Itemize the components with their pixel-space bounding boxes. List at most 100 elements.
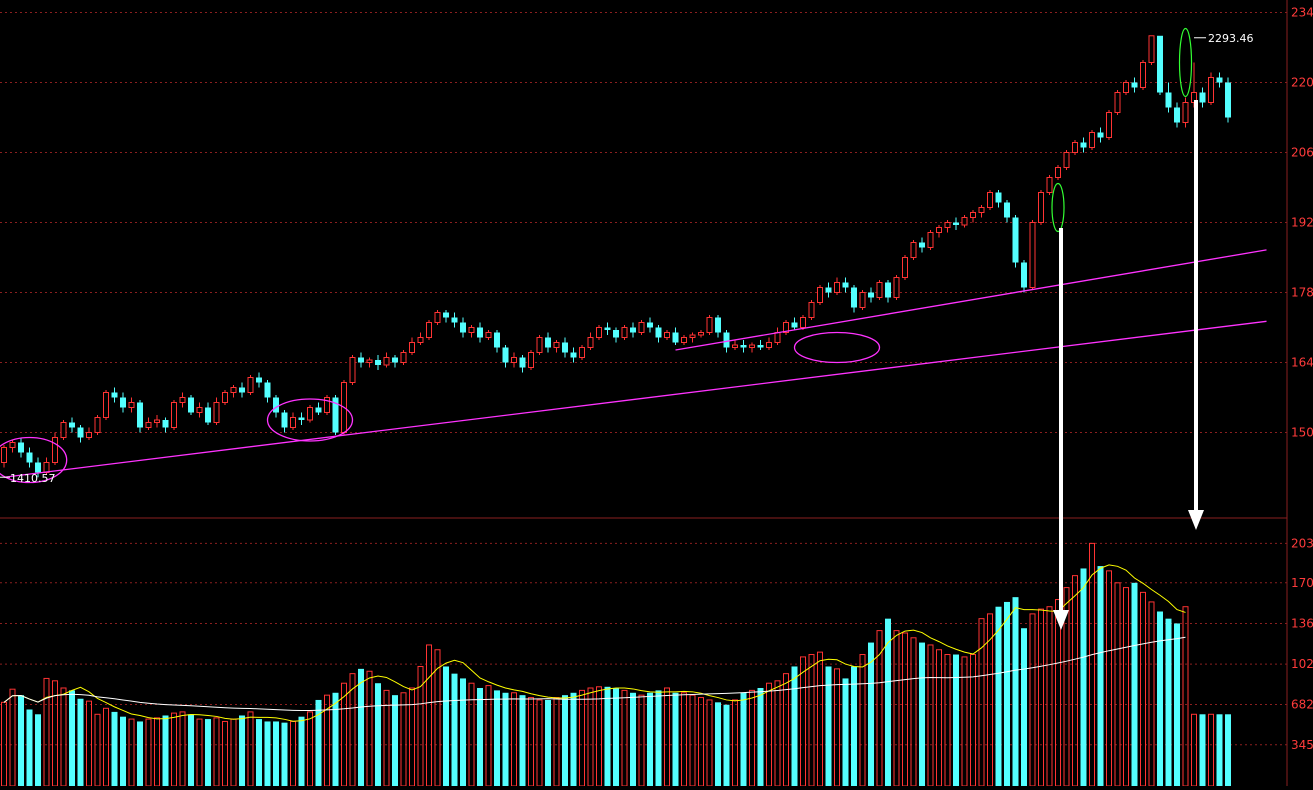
candle-body (842, 282, 849, 288)
candle-body (171, 402, 177, 428)
volume-bar (358, 668, 364, 786)
candle-body (103, 392, 109, 418)
volume-tick-label: 136 (1291, 616, 1313, 630)
volume-bar (689, 694, 696, 787)
candle-body (596, 327, 602, 338)
candle-body (706, 317, 713, 333)
candle-body (562, 342, 568, 353)
volume-bar (290, 720, 296, 787)
candle-body (1174, 107, 1180, 123)
candle-body (26, 452, 33, 463)
candle-body (196, 407, 203, 413)
volume-arrow-head (1188, 510, 1204, 530)
volume-bar (902, 632, 908, 787)
candle-body (485, 332, 492, 338)
volume-bar (910, 637, 917, 787)
candle-body (1072, 142, 1078, 153)
volume-bar (587, 687, 594, 787)
candle-body (647, 322, 653, 328)
candle-body (987, 192, 993, 208)
volume-bar (978, 618, 985, 787)
candle-body (1004, 202, 1010, 218)
candle-body (434, 312, 441, 323)
price-tick-label: 206 (1291, 146, 1313, 160)
candle-body (1123, 82, 1129, 93)
candle-body (400, 352, 407, 363)
volume-bar (281, 722, 288, 786)
candle-body (298, 417, 305, 420)
candle-body (281, 412, 288, 428)
volume-bar (426, 644, 432, 787)
candle-body (893, 277, 900, 298)
price-tick-label: 164 (1291, 356, 1313, 370)
volume-bar (222, 720, 228, 787)
volume-bar (1157, 611, 1163, 786)
candle-body (766, 342, 772, 348)
volume-bar (757, 687, 764, 786)
candle-body (1029, 222, 1036, 288)
volume-bar (842, 678, 849, 786)
volume-bar (638, 694, 645, 787)
volume-arrow-head (1053, 610, 1069, 630)
volume-bar (859, 654, 866, 787)
volume-bar (774, 680, 781, 787)
volume-bar (672, 692, 679, 786)
candle-body (494, 332, 500, 348)
candle-body (817, 287, 823, 303)
volume-bar (1021, 628, 1027, 786)
volume-bar (834, 668, 840, 787)
candle-body (970, 212, 976, 218)
volume-bar (179, 711, 186, 787)
volume-bar (723, 704, 730, 786)
volume-bar (1165, 618, 1172, 786)
volume-bar (885, 618, 891, 786)
candle-body (1208, 77, 1214, 103)
volume-bar (366, 670, 373, 787)
candle-body (689, 334, 696, 338)
candle-body (162, 420, 169, 428)
volume-bar (1182, 606, 1189, 787)
volume-bar (1038, 608, 1044, 787)
volume-bar (1123, 587, 1129, 787)
volume-bar (35, 714, 41, 786)
candle-body (698, 332, 704, 336)
candle-body (715, 317, 721, 333)
candle-body (392, 357, 398, 363)
candle-body (1021, 262, 1027, 288)
volume-bar (230, 718, 237, 787)
candle-body (1055, 167, 1061, 178)
candle-body (927, 232, 934, 248)
volume-bar (783, 673, 789, 787)
candle-body (383, 357, 390, 366)
candle-body (179, 397, 186, 403)
volume-bar (995, 606, 1002, 786)
volume-bar (213, 717, 220, 787)
volume-bar (43, 677, 50, 787)
candle-body (944, 222, 951, 228)
volume-bar (120, 716, 126, 786)
candle-body (1106, 112, 1112, 138)
volume-tick-label: 345 (1291, 738, 1313, 752)
volume-bar (851, 666, 857, 786)
volume-bar (392, 695, 398, 786)
candle-body (1182, 102, 1189, 123)
candle-body (953, 222, 959, 225)
candle-body (332, 397, 339, 433)
candle-body (851, 287, 857, 308)
volume-bar (1174, 623, 1180, 786)
volume-bar (26, 709, 33, 786)
candle-body (222, 392, 228, 403)
candle-body (655, 327, 662, 338)
candle-body (1046, 177, 1053, 193)
volume-bar (94, 713, 101, 787)
candle-body (120, 397, 126, 408)
candle-body (783, 322, 789, 333)
candle-body (366, 359, 373, 363)
volume-bar (961, 656, 968, 787)
volume-tick-label: 170 (1291, 576, 1313, 590)
volume-bar (162, 715, 169, 786)
volume-bar (1072, 575, 1078, 787)
price-tick-label: 192 (1291, 216, 1313, 230)
candle-body (60, 422, 67, 438)
candle-body (213, 402, 220, 423)
